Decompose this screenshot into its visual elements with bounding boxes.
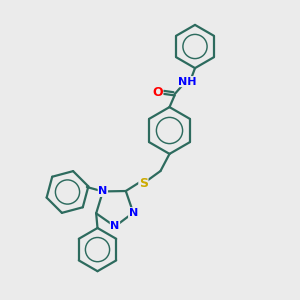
- Text: N: N: [129, 208, 138, 218]
- Text: N: N: [110, 221, 120, 232]
- Text: NH: NH: [178, 76, 197, 87]
- Text: N: N: [98, 186, 107, 197]
- Text: O: O: [152, 86, 163, 100]
- Text: S: S: [139, 177, 148, 190]
